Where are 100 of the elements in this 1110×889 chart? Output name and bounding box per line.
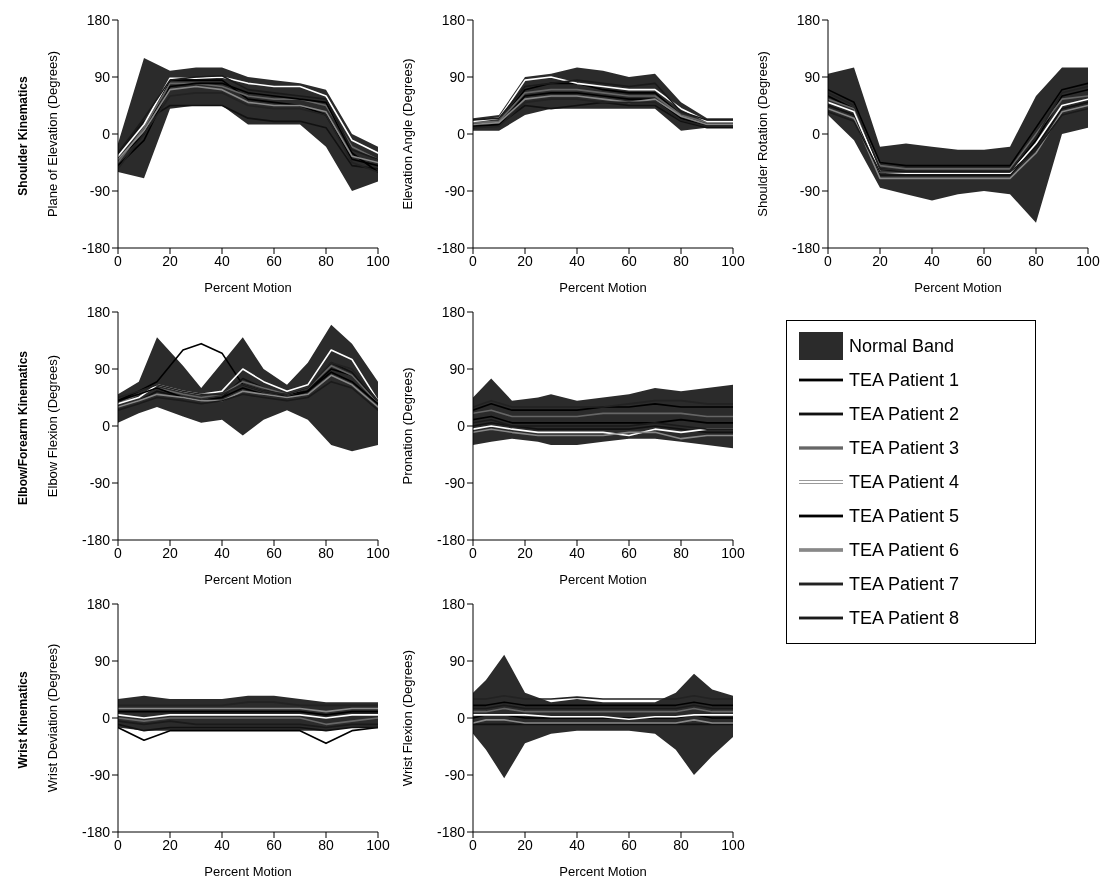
x-tick-label: 60	[976, 252, 992, 269]
x-tick-label: 20	[517, 252, 533, 269]
y-tick-label: 0	[457, 417, 466, 434]
y-axis-title: Wrist Deviation (Degrees)	[44, 643, 60, 793]
y-tick-label: 180	[86, 11, 111, 28]
y-tick-label: 0	[457, 709, 466, 726]
y-tick-label: 180	[86, 303, 111, 320]
x-tick-label: 20	[162, 252, 178, 269]
y-tick-label: 180	[441, 595, 466, 612]
y-tick-label: -180	[436, 531, 466, 548]
y-tick-label: -90	[444, 474, 466, 491]
x-axis-title: Percent Motion	[204, 864, 292, 879]
y-tick-label: -90	[89, 182, 111, 199]
y-tick-label: 180	[86, 595, 111, 612]
x-axis-title: Percent Motion	[559, 864, 647, 879]
y-tick-label: 180	[441, 11, 466, 28]
y-tick-label: 90	[449, 652, 466, 669]
x-tick-label: 0	[114, 544, 123, 561]
y-tick-label: -180	[436, 823, 466, 840]
x-tick-label: 80	[673, 252, 689, 269]
y-tick-label: 0	[102, 417, 111, 434]
text: Shoulder Kinematics	[16, 76, 30, 196]
y-tick-label: -180	[81, 823, 111, 840]
x-tick-label: 0	[469, 836, 478, 853]
x-tick-label: 0	[114, 836, 123, 853]
y-tick-label: -180	[791, 239, 821, 256]
y-tick-label: -180	[436, 239, 466, 256]
y-tick-label: -90	[444, 182, 466, 199]
x-tick-label: 40	[214, 836, 230, 853]
y-tick-label: -90	[799, 182, 821, 199]
x-tick-label: 80	[673, 544, 689, 561]
x-tick-label: 80	[318, 544, 334, 561]
x-tick-label: 0	[824, 252, 833, 269]
y-axis-title: Wrist Flexion (Degrees)	[399, 649, 415, 787]
x-axis-title: Percent Motion	[914, 280, 1002, 295]
x-tick-label: 0	[469, 544, 478, 561]
x-axis-title: Percent Motion	[204, 280, 292, 295]
x-tick-label: 100	[1076, 252, 1100, 269]
y-axis-title: Pronation (Degrees)	[399, 367, 415, 485]
y-tick-label: 180	[441, 303, 466, 320]
legend-label: TEA Patient 7	[849, 573, 960, 595]
x-tick-label: 80	[318, 252, 334, 269]
x-axis-title: Percent Motion	[559, 280, 647, 295]
y-axis-title: Elbow Flexion (Degrees)	[44, 354, 60, 498]
y-tick-label: 0	[812, 125, 821, 142]
y-tick-label: 90	[449, 360, 466, 377]
x-tick-label: 100	[721, 252, 745, 269]
x-tick-label: 40	[214, 544, 230, 561]
x-tick-label: 80	[318, 836, 334, 853]
x-tick-label: 60	[266, 544, 282, 561]
x-tick-label: 80	[673, 836, 689, 853]
x-tick-label: 0	[114, 252, 123, 269]
y-tick-label: -90	[89, 474, 111, 491]
y-axis-title: Shoulder Rotation (Degrees)	[754, 51, 770, 217]
x-tick-label: 20	[517, 836, 533, 853]
text: Elbow/Forearm Kinematics	[16, 350, 31, 506]
x-tick-label: 60	[621, 836, 637, 853]
x-tick-label: 40	[569, 252, 585, 269]
y-tick-label: -90	[89, 766, 111, 783]
legend-label: TEA Patient 6	[849, 539, 960, 561]
x-axis-title: Percent Motion	[204, 572, 292, 587]
y-tick-label: 90	[94, 360, 111, 377]
legend-label: TEA Patient 5	[849, 505, 960, 527]
x-tick-label: 40	[214, 252, 230, 269]
x-tick-label: 20	[162, 544, 178, 561]
y-tick-label: 0	[102, 709, 111, 726]
x-tick-label: 80	[1028, 252, 1044, 269]
y-tick-label: 90	[804, 68, 821, 85]
x-tick-label: 20	[872, 252, 888, 269]
x-tick-label: 100	[721, 836, 745, 853]
y-tick-label: 0	[457, 125, 466, 142]
y-tick-label: 0	[102, 125, 111, 142]
x-tick-label: 100	[366, 544, 390, 561]
y-tick-label: 90	[94, 652, 111, 669]
y-tick-label: 90	[94, 68, 111, 85]
y-tick-label: -180	[81, 531, 111, 548]
x-tick-label: 60	[266, 836, 282, 853]
legend-label: TEA Patient 4	[849, 471, 960, 493]
legend-label: TEA Patient 3	[849, 437, 960, 459]
y-axis-title: Elevation Angle (Degrees)	[399, 58, 415, 210]
x-tick-label: 100	[366, 252, 390, 269]
y-tick-label: 180	[796, 11, 821, 28]
text: Wrist Kinematics	[16, 671, 30, 769]
legend-label: Normal Band	[849, 335, 955, 357]
y-axis-title: Plane of Elevation (Degrees)	[44, 50, 60, 218]
x-tick-label: 100	[721, 544, 745, 561]
x-tick-label: 40	[569, 544, 585, 561]
legend-label: TEA Patient 2	[849, 403, 960, 425]
x-tick-label: 40	[569, 836, 585, 853]
x-tick-label: 40	[924, 252, 940, 269]
x-tick-label: 100	[366, 836, 390, 853]
x-tick-label: 60	[266, 252, 282, 269]
y-tick-label: -90	[444, 766, 466, 783]
x-tick-label: 60	[621, 252, 637, 269]
x-tick-label: 20	[517, 544, 533, 561]
x-axis-title: Percent Motion	[559, 572, 647, 587]
y-tick-label: -180	[81, 239, 111, 256]
y-tick-label: 90	[449, 68, 466, 85]
legend-label: TEA Patient 1	[849, 369, 960, 391]
x-tick-label: 60	[621, 544, 637, 561]
